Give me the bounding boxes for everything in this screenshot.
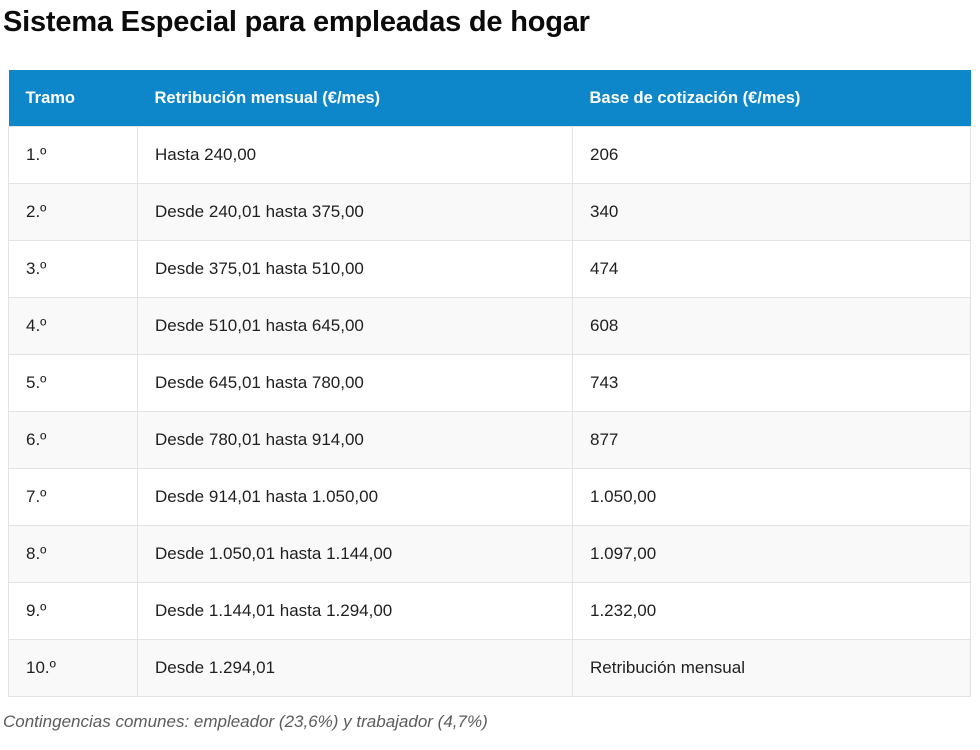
table-row: 3.º Desde 375,01 hasta 510,00 474 xyxy=(8,239,971,298)
cell-retribucion: Desde 240,01 hasta 375,00 xyxy=(137,182,573,241)
cell-tramo: 1.º xyxy=(8,125,138,184)
cell-base: 1.232,00 xyxy=(572,581,971,640)
cell-retribucion: Hasta 240,00 xyxy=(137,125,573,184)
table-row: 6.º Desde 780,01 hasta 914,00 877 xyxy=(8,410,971,469)
cell-retribucion: Desde 1.294,01 xyxy=(137,638,573,697)
cell-tramo: 7.º xyxy=(8,467,138,526)
table-row: 2.º Desde 240,01 hasta 375,00 340 xyxy=(8,182,971,241)
table-body: 1.º Hasta 240,00 206 2.º Desde 240,01 hasta … xyxy=(8,125,971,697)
cell-tramo: 6.º xyxy=(8,410,138,469)
cell-tramo: 9.º xyxy=(8,581,138,640)
page-title: Sistema Especial para empleadas de hogar xyxy=(3,6,590,38)
cell-base: 340 xyxy=(572,182,971,241)
table-row: 10.º Desde 1.294,01 Retribución mensual xyxy=(8,638,971,697)
cell-retribucion: Desde 914,01 hasta 1.050,00 xyxy=(137,467,573,526)
cell-base: 206 xyxy=(572,125,971,184)
table-header-row: Tramo Retribución mensual (€/mes) Base d… xyxy=(8,70,971,127)
table-row: 5.º Desde 645,01 hasta 780,00 743 xyxy=(8,353,971,412)
table-header: Tramo Retribución mensual (€/mes) Base d… xyxy=(8,70,971,127)
table-row: 9.º Desde 1.144,01 hasta 1.294,00 1.232,00 xyxy=(8,581,971,640)
cell-base: 474 xyxy=(572,239,971,298)
cell-retribucion: Desde 1.050,01 hasta 1.144,00 xyxy=(137,524,573,583)
column-header-tramo: Tramo xyxy=(8,70,138,127)
cell-base: 1.050,00 xyxy=(572,467,971,526)
cell-base: 608 xyxy=(572,296,971,355)
column-header-base: Base de cotización (€/mes) xyxy=(572,70,971,127)
cell-base: 1.097,00 xyxy=(572,524,971,583)
table-row: 8.º Desde 1.050,01 hasta 1.144,00 1.097,00 xyxy=(8,524,971,583)
cell-retribucion: Desde 1.144,01 hasta 1.294,00 xyxy=(137,581,573,640)
cell-base: Retribución mensual xyxy=(572,638,971,697)
cotizacion-table: Tramo Retribución mensual (€/mes) Base d… xyxy=(8,70,971,697)
cell-retribucion: Desde 780,01 hasta 914,00 xyxy=(137,410,573,469)
cell-retribucion: Desde 645,01 hasta 780,00 xyxy=(137,353,573,412)
cell-tramo: 3.º xyxy=(8,239,138,298)
column-header-retribucion: Retribución mensual (€/mes) xyxy=(137,70,573,127)
cell-retribucion: Desde 510,01 hasta 645,00 xyxy=(137,296,573,355)
cell-retribucion: Desde 375,01 hasta 510,00 xyxy=(137,239,573,298)
cell-tramo: 4.º xyxy=(8,296,138,355)
table-row: 7.º Desde 914,01 hasta 1.050,00 1.050,00 xyxy=(8,467,971,526)
cell-base: 877 xyxy=(572,410,971,469)
cell-tramo: 5.º xyxy=(8,353,138,412)
table-row: 1.º Hasta 240,00 206 xyxy=(8,125,971,184)
cell-tramo: 8.º xyxy=(8,524,138,583)
cell-tramo: 2.º xyxy=(8,182,138,241)
cell-base: 743 xyxy=(572,353,971,412)
cell-tramo: 10.º xyxy=(8,638,138,697)
footnote: Contingencias comunes: empleador (23,6%)… xyxy=(3,711,488,731)
table-row: 4.º Desde 510,01 hasta 645,00 608 xyxy=(8,296,971,355)
